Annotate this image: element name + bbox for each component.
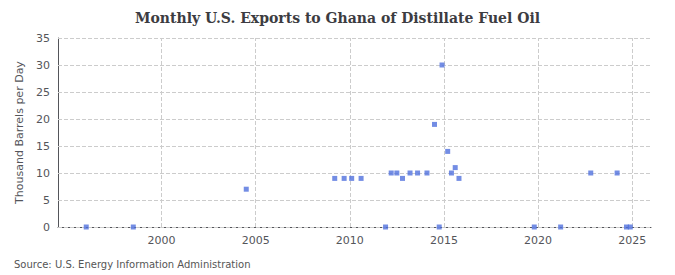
svg-text:15: 15 (36, 140, 50, 153)
svg-text:Monthly U.S. Exports to Ghana: Monthly U.S. Exports to Ghana of Distill… (135, 10, 540, 26)
svg-text:Source: U.S. Energy Informatio: Source: U.S. Energy Information Administ… (14, 259, 251, 270)
svg-text:5: 5 (43, 194, 50, 207)
svg-text:2005: 2005 (242, 234, 270, 247)
svg-text:2015: 2015 (430, 234, 458, 247)
svg-text:10: 10 (36, 167, 50, 180)
svg-text:2025: 2025 (618, 234, 646, 247)
svg-text:35: 35 (36, 32, 50, 45)
svg-text:2000: 2000 (148, 234, 176, 247)
svg-text:Thousand Barrels per Day: Thousand Barrels per Day (13, 61, 26, 205)
svg-text:2020: 2020 (524, 234, 552, 247)
svg-text:20: 20 (36, 113, 50, 126)
svg-text:25: 25 (36, 86, 50, 99)
svg-text:0: 0 (43, 221, 50, 234)
svg-text:30: 30 (36, 59, 50, 72)
svg-text:2010: 2010 (336, 234, 364, 247)
